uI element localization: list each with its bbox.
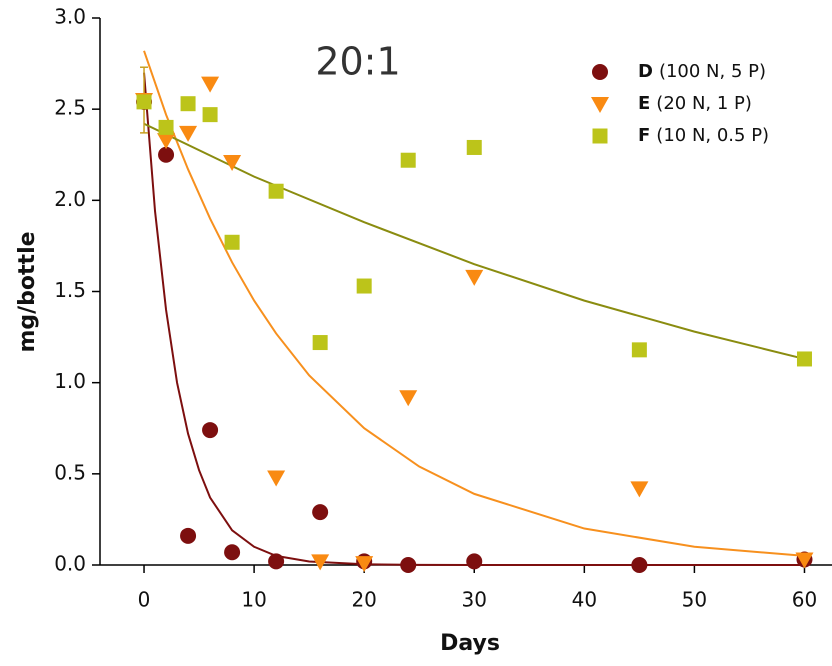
data-point — [224, 234, 240, 250]
legend-name: F — [638, 125, 650, 146]
x-tick-label: 30 — [462, 588, 487, 612]
x-tick-label: 0 — [138, 588, 151, 612]
legend-detail: (10 N, 0.5 P) — [656, 125, 769, 146]
legend-marker — [591, 97, 609, 113]
y-tick-label: 0.0 — [54, 552, 86, 576]
legend-name: E — [638, 93, 650, 114]
data-point — [224, 544, 241, 561]
fit-line — [143, 50, 805, 557]
data-point — [201, 76, 220, 93]
data-point — [223, 155, 242, 172]
data-point — [400, 152, 416, 168]
y-axis-label: mg/bottle — [15, 231, 40, 352]
legend-marker — [592, 64, 608, 80]
y-tick-label: 1.0 — [54, 369, 86, 393]
data-point — [631, 342, 647, 358]
legend-label: F (10 N, 0.5 P) — [638, 125, 769, 146]
x-tick-label: 50 — [682, 588, 707, 612]
data-point — [465, 269, 484, 286]
legend-detail: (100 N, 5 P) — [659, 61, 766, 82]
data-point — [267, 470, 286, 487]
legend-name: D — [638, 61, 653, 82]
data-point — [312, 504, 329, 521]
data-point — [180, 96, 196, 112]
data-point — [312, 335, 328, 351]
x-tick-label: 20 — [351, 588, 376, 612]
data-point — [202, 422, 219, 439]
y-tick-label: 2.5 — [54, 96, 86, 120]
data-point — [158, 146, 175, 163]
annotation: 20:1 — [315, 40, 400, 84]
legend-marker — [592, 128, 608, 144]
x-tick-label: 40 — [572, 588, 597, 612]
data-point — [268, 183, 284, 199]
data-point — [630, 481, 649, 498]
data-point — [158, 119, 174, 135]
data-point — [157, 133, 176, 150]
data-point — [466, 553, 483, 570]
data-point — [399, 390, 418, 407]
x-tick-label: 10 — [241, 588, 266, 612]
data-point — [795, 552, 814, 569]
data-point — [355, 556, 374, 573]
fit-line — [143, 72, 805, 566]
y-tick-label: 3.0 — [54, 5, 86, 29]
data-point — [356, 278, 372, 294]
y-tick-label: 0.5 — [54, 460, 86, 484]
data-point — [466, 139, 482, 155]
data-point — [179, 125, 198, 142]
y-tick-label: 2.0 — [54, 187, 86, 211]
legend-label: E (20 N, 1 P) — [638, 93, 752, 114]
data-point — [136, 94, 152, 110]
x-tick-label: 60 — [792, 588, 817, 612]
data-point — [400, 557, 417, 573]
data-point — [796, 351, 812, 367]
data-point — [631, 557, 648, 573]
legend-label: D (100 N, 5 P) — [638, 61, 766, 82]
data-point — [180, 527, 197, 544]
data-point — [268, 553, 285, 570]
y-tick-label: 1.5 — [54, 278, 86, 302]
fit-line — [143, 122, 805, 360]
legend-detail: (20 N, 1 P) — [656, 93, 752, 114]
data-point — [202, 107, 218, 123]
x-axis-label: Days — [440, 631, 500, 656]
data-point — [311, 554, 330, 571]
